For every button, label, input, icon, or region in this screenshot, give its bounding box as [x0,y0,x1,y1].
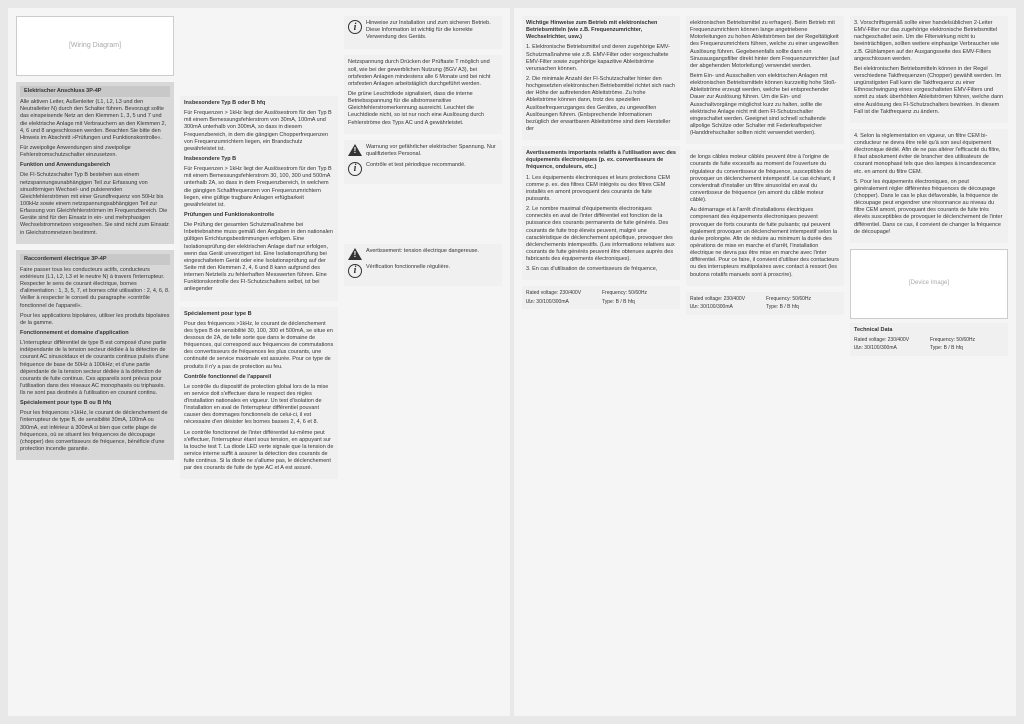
warning-icon [348,248,362,260]
fr-important-p2: 2. Le nombre maximal d'équipements élect… [526,206,676,263]
fr-warn-block: Avertissement: tension électrique danger… [344,244,502,286]
tech-data-block-2: Rated voltage: 230/400V Frequency: 50/60… [686,292,844,315]
de-operation-block: elektronischen Betriebsmittel zu erfrage… [686,16,844,144]
fr-connection-block: Raccordement électrique 3P-4P Faire pass… [16,250,174,461]
spec-cell: Rated voltage: 230/400V [854,337,928,344]
fr-reg-p1: 4. Selon la règlementation en vigueur, u… [854,133,1004,176]
de-type-b-header: Insbesondere Typ B [184,156,334,163]
warn-row-1: Warnung vor gefährlicher elektrischer Sp… [348,144,498,158]
de-type-b-text: Für Frequenzen > 1kHz liegt der Auslöses… [184,166,334,209]
fr-regulation-block: 4. Selon la règlementation en vigueur, u… [850,129,1008,243]
tech-header: Technical Data [854,327,1004,334]
spec-cell: Rated voltage: 230/400V [690,296,764,303]
fr-special-header: Spécialement pour type B ou B hfq [20,400,170,407]
fr-control-header: Contrôle fonctionnel de l'appareil [184,374,334,381]
spec-cell: Frequency: 50/60Hz [930,337,1004,344]
de-voltage-p2: Die grüne Leuchtdiode signalisiert, dass… [348,91,498,127]
p2-col3: 3. Vorschriftsgemäß sollte einer handels… [850,16,1008,708]
de-important-p2: 2. Die minimale Anzahl der FI-Schutzscha… [526,76,676,133]
fr-type-b-text: Pour des fréquences >1kHz, le courant de… [184,321,334,371]
spec-cell: IΔn: 30/100/300mA [526,299,600,306]
fr-reg-p2: 5. Pour les équipements électroniques, o… [854,179,1004,236]
de-connection-header: Elektrischer Anschluss 3P-4P [20,86,170,97]
device-image: [Device Image] [850,249,1008,319]
de-important-header: Wichtige Hinweise zum Betrieb mit elektr… [526,20,676,41]
de-test-text: Die Prüfung der gesamten Schutzmaßnahme … [184,222,334,293]
de-reg-p2: Bei elektronischen Betriebsmitteln könne… [854,66,1004,116]
fr-op-p2: Au démarrage et à l'arrêt d'installation… [690,207,840,278]
de-warn-block: Warnung vor gefährlicher elektrischer Sp… [344,140,502,184]
warning-icon [348,144,362,156]
spec-cell: Frequency: 50/60Hz [602,290,676,297]
de-type-block: Insbesondere Typ B oder B hfq Für Freque… [180,96,338,301]
spec-cell: Type: B / B hfq [930,345,1004,352]
fr-important-header: Avertissements importants relatifs à l'u… [526,150,676,171]
de-voltage-p1: Netzspannung durch Drücken der Prüftaste… [348,59,498,88]
fr-important-p3: 3. En cas d'utilisation de convertisseur… [526,266,676,273]
tech-data-block-3: Technical Data Rated voltage: 230/400V F… [850,323,1008,356]
info-row-3: i Vérification fonctionnelle régulière. [348,264,498,278]
fr-connection-header: Raccordement électrique 3P-4P [20,254,170,265]
de-connection-block: Elektrischer Anschluss 3P-4P Alle aktive… [16,82,174,244]
de-type-bhfq-header: Insbesondere Typ B oder B hfq [184,100,334,107]
info-text-1: Hinweise zur Installation und zum sicher… [366,20,498,41]
page-right: Wichtige Hinweise zum Betrieb mit elektr… [514,8,1016,716]
info-icon: i [348,162,362,176]
tech-grid-1: Rated voltage: 230/400V Frequency: 50/60… [526,290,676,305]
info-row-1: i Hinweise zur Installation und zum sich… [348,20,498,41]
warn-text-2: Avertissement: tension électrique danger… [366,248,498,255]
info-icon: i [348,264,362,278]
page-left: [Wiring Diagram] Elektrischer Anschluss … [8,8,510,716]
spec-cell: IΔn: 30/100/300mA [854,345,928,352]
fr-important-p1: 1. Les équipements électroniques et leur… [526,175,676,204]
p2-col2: elektronischen Betriebsmittel zu erfrage… [686,16,844,708]
spec-cell: Type: B / B hfq [602,299,676,306]
fr-conn-p2: Pour les applications bipolaires, utilis… [20,313,170,327]
de-reg-p1: 3. Vorschriftsgemäß sollte einer handels… [854,20,1004,63]
de-info-block: i Hinweise zur Installation und zum sich… [344,16,502,49]
info-text-3: Vérification fonctionnelle régulière. [366,264,498,271]
de-op-p2: Beim Ein- und Ausschalten von elektrisch… [690,73,840,137]
de-type-bhfq-text: Für Frequenzen > 1kHz liegt der Auslöses… [184,110,334,153]
warn-row-2: Avertissement: tension électrique danger… [348,248,498,260]
de-important-p1: 1. Elektronische Betriebsmittel und dere… [526,44,676,73]
tech-grid-3: Rated voltage: 230/400V Frequency: 50/60… [854,337,1004,352]
p2-col1: Wichtige Hinweise zum Betrieb mit elektr… [522,16,680,708]
fr-special-text: Pour les fréquences >1kHz, le courant de… [20,410,170,453]
p1-col1: [Wiring Diagram] Elektrischer Anschluss … [16,16,174,708]
p1-col2: Insbesondere Typ B oder B hfq Für Freque… [180,16,338,708]
wiring-diagram: [Wiring Diagram] [16,16,174,76]
info-text-2: Contrôle et test périodique recommandé. [366,162,498,169]
de-test-header: Prüfungen und Funktionskontrolle [184,212,334,219]
de-important-block: Wichtige Hinweise zum Betrieb mit elektr… [522,16,680,140]
de-conn-p2: Für zweipolige Anwendungen sind zweipoli… [20,145,170,159]
fr-control-text2: Le contrôle fonctionnel de l'inter diffé… [184,430,334,473]
fr-op-p1: de longs câbles moteur câblés peuvent êt… [690,154,840,204]
fr-operation-block: de longs câbles moteur câblés peuvent êt… [686,150,844,285]
spec-cell: Type: B / B hfq [766,304,840,311]
de-voltage-block: Netzspannung durch Drücken der Prüftaste… [344,55,502,133]
spec-cell: Frequency: 50/60Hz [766,296,840,303]
tech-grid-2: Rated voltage: 230/400V Frequency: 50/60… [690,296,840,311]
fr-conn-p1: Faire passer tous les conducteurs actifs… [20,267,170,310]
tech-data-block-1: Rated voltage: 230/400V Frequency: 50/60… [522,286,680,309]
de-regulation-block: 3. Vorschriftsgemäß sollte einer handels… [850,16,1008,123]
info-icon: i [348,20,362,34]
de-conn-p1: Alle aktiven Leiter, Außenleiter (L1, L2… [20,99,170,142]
fr-control-text1: Le contrôle du dispositif de protection … [184,384,334,427]
p1-col3: i Hinweise zur Installation und zum sich… [344,16,502,708]
fr-function-header: Fonctionnement et domaine d'application [20,330,170,337]
fr-type-b-header: Spécialement pour type B [184,311,334,318]
de-function-text: Die FI-Schutzschalter Typ B bestehen aus… [20,172,170,236]
info-row-2: i Contrôle et test périodique recommandé… [348,162,498,176]
spec-cell: IΔn: 30/100/300mA [690,304,764,311]
warn-text-1: Warnung vor gefährlicher elektrischer Sp… [366,144,498,158]
fr-function-text: L'interrupteur différentiel de type B es… [20,340,170,397]
fr-important-block: Avertissements importants relatifs à l'u… [522,146,680,280]
de-op-p1: elektronischen Betriebsmittel zu erfrage… [690,20,840,70]
spec-cell: Rated voltage: 230/400V [526,290,600,297]
fr-type-block: Spécialement pour type B Pour des fréque… [180,307,338,480]
de-function-header: Funktion und Anwendungsbereich [20,162,170,169]
